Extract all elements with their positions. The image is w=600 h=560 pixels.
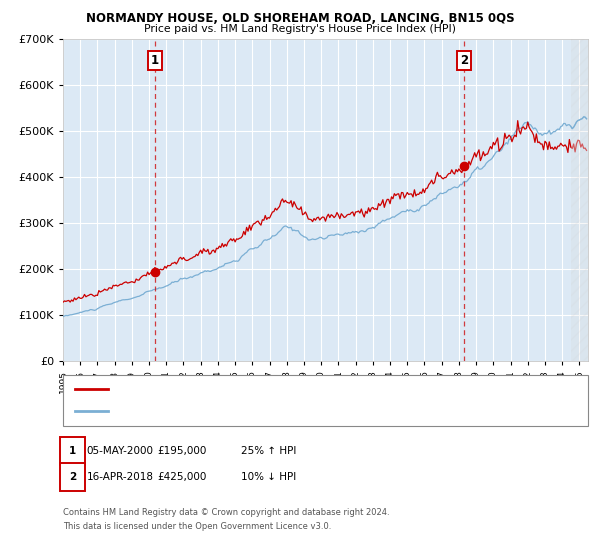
Text: NORMANDY HOUSE, OLD SHOREHAM ROAD, LANCING, BN15 0QS: NORMANDY HOUSE, OLD SHOREHAM ROAD, LANCI… — [86, 12, 514, 25]
Text: 1: 1 — [69, 446, 76, 456]
Text: 10% ↓ HPI: 10% ↓ HPI — [241, 472, 296, 482]
Text: 05-MAY-2000: 05-MAY-2000 — [86, 446, 154, 456]
Text: 1: 1 — [151, 54, 159, 67]
Text: HPI: Average price, detached house, Adur: HPI: Average price, detached house, Adur — [115, 407, 314, 416]
Text: NORMANDY HOUSE, OLD SHOREHAM ROAD, LANCING, BN15 0QS (detached house): NORMANDY HOUSE, OLD SHOREHAM ROAD, LANCI… — [115, 385, 510, 394]
Bar — [571, 39, 588, 361]
Text: 16-APR-2018: 16-APR-2018 — [86, 472, 154, 482]
Text: Contains HM Land Registry data © Crown copyright and database right 2024.: Contains HM Land Registry data © Crown c… — [63, 508, 389, 517]
Text: This data is licensed under the Open Government Licence v3.0.: This data is licensed under the Open Gov… — [63, 522, 331, 531]
Text: Price paid vs. HM Land Registry's House Price Index (HPI): Price paid vs. HM Land Registry's House … — [144, 24, 456, 34]
Text: 2: 2 — [460, 54, 468, 67]
Text: £195,000: £195,000 — [157, 446, 206, 456]
Text: £425,000: £425,000 — [157, 472, 206, 482]
Text: 2: 2 — [69, 472, 76, 482]
Text: 25% ↑ HPI: 25% ↑ HPI — [241, 446, 296, 456]
